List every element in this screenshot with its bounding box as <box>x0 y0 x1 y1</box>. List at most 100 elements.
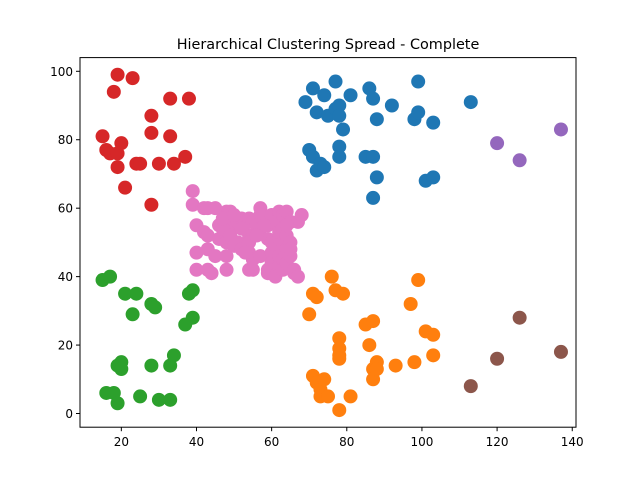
data-point <box>249 228 264 243</box>
data-point <box>257 218 272 233</box>
data-point <box>512 153 527 168</box>
data-point <box>110 160 125 175</box>
data-point <box>332 139 347 154</box>
data-point <box>343 88 358 103</box>
data-point <box>163 392 178 407</box>
data-point <box>324 269 339 284</box>
data-point <box>366 91 381 106</box>
data-point <box>133 156 148 171</box>
data-point <box>294 208 309 223</box>
data-point <box>298 95 313 110</box>
data-point <box>328 74 343 89</box>
y-tick-label: 40 <box>58 270 73 284</box>
data-point <box>200 228 215 243</box>
series-cluster-7 <box>185 184 309 284</box>
data-point <box>133 389 148 404</box>
data-point <box>151 156 166 171</box>
data-point <box>106 84 121 99</box>
data-point <box>208 201 223 216</box>
data-point <box>219 262 234 277</box>
data-point <box>185 283 200 298</box>
data-point <box>290 269 305 284</box>
y-axis-ticks: 0 20 40 60 80 100 <box>50 65 80 421</box>
data-point <box>144 125 159 140</box>
data-point <box>110 67 125 82</box>
data-point <box>148 300 163 315</box>
data-point <box>366 314 381 329</box>
data-point <box>553 344 568 359</box>
data-point <box>189 262 204 277</box>
data-point <box>317 160 332 175</box>
data-point <box>490 351 505 366</box>
data-point <box>238 245 253 260</box>
data-point <box>110 396 125 411</box>
data-point <box>317 88 332 103</box>
data-point <box>181 91 196 106</box>
series-cluster-3 <box>95 269 200 411</box>
data-point <box>321 389 335 404</box>
data-point <box>208 249 223 264</box>
data-point <box>407 355 422 370</box>
x-tick-label: 60 <box>264 435 279 449</box>
data-point <box>463 379 478 394</box>
data-point <box>317 372 332 387</box>
x-tick-label: 80 <box>339 435 354 449</box>
data-point <box>234 221 249 236</box>
y-tick-label: 80 <box>58 133 73 147</box>
data-point <box>369 362 384 377</box>
data-point <box>219 249 234 264</box>
data-point <box>125 71 140 86</box>
data-point <box>384 98 399 113</box>
data-point <box>369 170 384 185</box>
x-tick-label: 40 <box>189 435 204 449</box>
data-point <box>366 149 381 164</box>
data-point <box>118 286 133 301</box>
data-point <box>253 249 268 264</box>
data-point <box>426 115 441 130</box>
data-point <box>163 91 178 106</box>
data-point <box>245 262 260 277</box>
x-axis-ticks: 20 40 60 80 100 120 140 <box>114 427 584 449</box>
data-point <box>178 149 193 164</box>
data-point <box>166 348 181 363</box>
data-point <box>114 136 129 151</box>
series-cluster-4 <box>95 67 196 212</box>
data-point <box>118 180 133 195</box>
data-point <box>189 245 204 260</box>
data-point <box>144 108 159 123</box>
data-point <box>204 266 219 281</box>
data-point <box>95 129 110 144</box>
data-point <box>332 108 347 123</box>
data-point <box>426 327 441 342</box>
data-point <box>114 362 129 377</box>
data-point <box>366 190 381 205</box>
data-point <box>144 358 159 373</box>
data-point <box>163 129 178 144</box>
data-point <box>336 122 351 137</box>
series-cluster-6 <box>463 310 568 394</box>
data-point <box>490 136 505 151</box>
chart-title: Hierarchical Clustering Spread - Complet… <box>177 37 480 53</box>
data-point <box>403 297 418 311</box>
series-cluster-1 <box>298 74 478 205</box>
data-point <box>227 208 242 223</box>
data-point <box>103 269 118 284</box>
data-point <box>185 184 200 199</box>
data-point <box>369 112 384 127</box>
data-point <box>332 331 347 346</box>
data-point <box>279 218 294 233</box>
data-point <box>553 122 568 137</box>
data-point <box>411 273 426 288</box>
data-point <box>125 307 140 322</box>
y-tick-label: 0 <box>65 407 73 421</box>
data-point <box>388 358 403 373</box>
data-point <box>302 307 317 322</box>
plot-frame <box>79 57 577 428</box>
data-point <box>129 286 144 301</box>
data-point <box>336 286 351 301</box>
data-point <box>426 170 441 185</box>
data-point <box>463 95 478 110</box>
data-point <box>332 149 347 164</box>
